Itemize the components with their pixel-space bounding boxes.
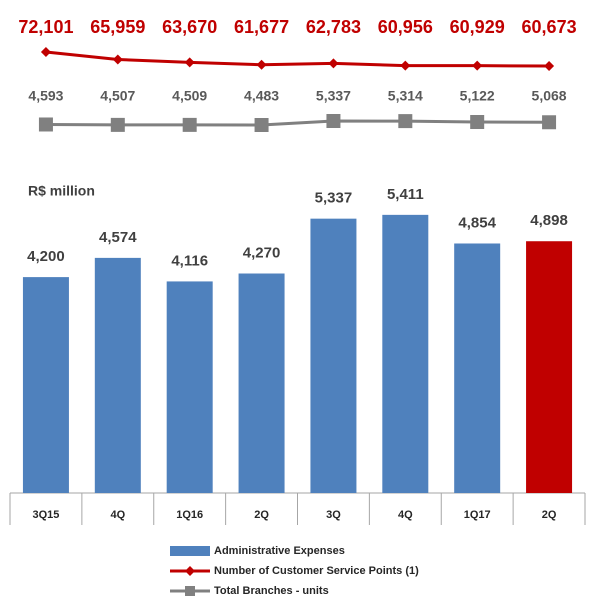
bar-value-label: 4,270 bbox=[243, 244, 281, 261]
line-value-label: 5,337 bbox=[316, 88, 351, 104]
bar-value-label: 5,411 bbox=[387, 186, 424, 203]
line-series bbox=[45, 119, 550, 127]
line-marker bbox=[182, 117, 197, 132]
line-value-label: 61,677 bbox=[234, 17, 289, 37]
line-value-label: 72,101 bbox=[18, 17, 73, 37]
line-value-label: 63,670 bbox=[162, 17, 217, 37]
line-marker bbox=[40, 47, 51, 57]
line-marker bbox=[184, 57, 195, 68]
line-marker bbox=[110, 117, 125, 132]
line-value-label: 4,483 bbox=[244, 88, 279, 104]
line-value-label: 60,673 bbox=[522, 17, 577, 37]
x-tick-label: 4Q bbox=[110, 509, 125, 521]
bar-value-label: 4,200 bbox=[27, 248, 65, 265]
bar bbox=[382, 214, 429, 493]
line-value-label: 4,593 bbox=[28, 88, 63, 104]
x-tick-label: 4Q bbox=[398, 509, 413, 521]
line-value-label: 60,929 bbox=[450, 17, 505, 37]
line-marker bbox=[544, 61, 555, 71]
legend-label: Number of Customer Service Points (1) bbox=[214, 565, 419, 577]
legend-marker bbox=[185, 566, 195, 576]
line-marker bbox=[470, 115, 485, 130]
legend-swatch bbox=[170, 546, 210, 556]
line-value-label: 62,783 bbox=[306, 17, 361, 37]
line-series bbox=[45, 50, 550, 68]
legend-label: Total Branches - units bbox=[214, 585, 329, 597]
bar bbox=[454, 243, 501, 493]
legend-label: Administrative Expenses bbox=[214, 545, 345, 557]
bar-value-label: 4,898 bbox=[530, 212, 568, 229]
line-value-label: 4,509 bbox=[172, 88, 207, 104]
line-marker bbox=[326, 114, 341, 128]
bar-value-label: 4,854 bbox=[458, 214, 496, 231]
line-value-label: 4,507 bbox=[100, 88, 135, 104]
x-tick-label: 3Q bbox=[326, 509, 341, 521]
line-marker bbox=[398, 114, 413, 129]
chart-subtitle: R$ million bbox=[28, 183, 95, 199]
line-value-label: 5,314 bbox=[388, 88, 423, 104]
x-tick-label: 3Q15 bbox=[32, 509, 59, 521]
bar bbox=[166, 281, 213, 493]
x-tick-label: 2Q bbox=[542, 509, 557, 521]
bar bbox=[526, 241, 573, 493]
bar bbox=[310, 218, 357, 493]
line-value-label: 5,068 bbox=[532, 88, 567, 104]
bar-value-label: 4,116 bbox=[171, 252, 208, 269]
bar-value-label: 5,337 bbox=[315, 190, 353, 207]
line-marker bbox=[256, 59, 267, 70]
legend-marker bbox=[185, 586, 195, 596]
bar bbox=[238, 273, 285, 493]
line-value-label: 65,959 bbox=[90, 17, 145, 37]
bar-value-label: 4,574 bbox=[99, 229, 137, 246]
line-marker bbox=[400, 60, 411, 71]
line-marker bbox=[328, 58, 339, 69]
line-marker bbox=[542, 115, 557, 130]
line-marker bbox=[254, 118, 269, 132]
line-value-label: 5,122 bbox=[460, 88, 495, 104]
line-value-label: 60,956 bbox=[378, 17, 433, 37]
x-tick-label: 1Q16 bbox=[176, 509, 203, 521]
bar bbox=[22, 277, 69, 493]
x-tick-label: 2Q bbox=[254, 509, 269, 521]
line-marker bbox=[38, 117, 53, 132]
bar bbox=[94, 257, 141, 493]
line-marker bbox=[472, 60, 483, 71]
line-marker bbox=[112, 54, 123, 65]
x-tick-label: 1Q17 bbox=[464, 509, 491, 521]
